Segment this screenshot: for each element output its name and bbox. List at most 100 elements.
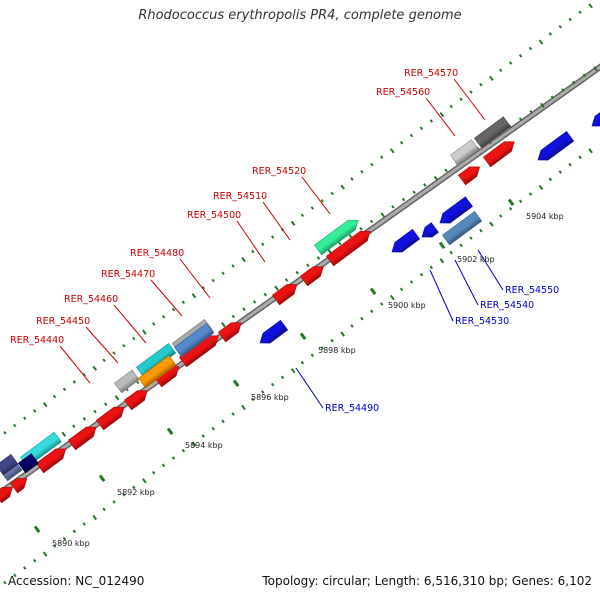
gene-box <box>450 139 479 166</box>
leader-line <box>429 269 454 322</box>
leader-line <box>85 326 119 364</box>
forward-gene-arrow <box>96 406 125 431</box>
inner-tick-mark <box>3 430 7 435</box>
outer-tick-mark <box>489 221 494 227</box>
inner-tick-mark <box>588 3 593 9</box>
outer-tick-mark <box>330 338 334 343</box>
inner-tick-mark <box>479 82 483 87</box>
inner-tick-mark <box>412 190 416 195</box>
outer-tick-mark <box>429 265 434 270</box>
gene-label: RER_54550 <box>505 285 559 296</box>
outer-tick-mark <box>13 573 17 578</box>
leader-line <box>425 97 456 137</box>
inner-tick-mark <box>72 424 76 428</box>
inner-tick-mark <box>518 117 523 121</box>
outer-tick-mark <box>558 170 562 174</box>
inner-tick-mark <box>330 191 334 196</box>
outer-tick-mark <box>132 485 136 490</box>
kbp-label: 5904 kbp <box>526 212 564 221</box>
major-tick-mark <box>33 525 41 534</box>
outer-tick-mark <box>122 492 126 497</box>
forward-gene-arrow <box>272 284 298 306</box>
outer-tick-mark <box>380 302 384 306</box>
major-tick-mark <box>438 241 446 250</box>
inner-tick-mark <box>419 126 424 131</box>
outer-tick-mark <box>538 184 544 191</box>
reverse-gene-arrow <box>391 228 421 253</box>
inner-tick-mark <box>340 184 345 190</box>
outer-tick-mark <box>23 566 27 570</box>
inner-tick-mark <box>528 46 533 51</box>
outer-tick-mark <box>508 206 513 211</box>
major-tick-mark <box>166 427 174 436</box>
gene-box <box>114 369 140 394</box>
inner-tick-mark <box>439 111 445 118</box>
gene-box <box>442 210 483 246</box>
inner-tick-mark <box>518 53 523 58</box>
outer-tick-mark <box>3 580 7 585</box>
outer-tick-mark <box>399 287 404 292</box>
outer-tick-mark <box>142 478 147 484</box>
inner-tick-mark <box>469 90 473 94</box>
inner-tick-mark <box>306 263 310 268</box>
outer-tick-mark <box>389 294 395 301</box>
inner-tick-mark <box>391 205 395 209</box>
inner-tick-mark <box>389 148 395 154</box>
outer-tick-mark <box>479 228 483 233</box>
inner-tick-mark <box>300 213 305 218</box>
inner-tick-mark <box>360 169 364 174</box>
outer-tick-mark <box>102 507 106 512</box>
gene-label: RER_54460 <box>64 294 118 305</box>
major-tick-mark <box>299 332 307 341</box>
gene-box <box>138 355 177 389</box>
leader-line <box>454 259 479 306</box>
inner-tick-mark <box>201 285 205 290</box>
outer-tick-mark <box>439 258 445 264</box>
inner-tick-mark <box>582 73 587 78</box>
inner-tick-mark <box>359 226 363 231</box>
inner-tick-mark <box>242 307 246 312</box>
inner-tick-mark <box>102 358 106 363</box>
leader-line <box>179 258 211 299</box>
inner-tick-mark <box>550 95 555 100</box>
kbp-label: 5902 kbp <box>457 255 495 264</box>
inner-tick-mark <box>290 220 296 226</box>
outer-tick-mark <box>290 368 296 374</box>
forward-gene-arrow <box>124 390 148 411</box>
inner-tick-mark <box>540 102 545 108</box>
inner-tick-mark <box>32 409 37 413</box>
gene-label: RER_54510 <box>213 191 267 202</box>
inner-tick-mark <box>142 329 147 335</box>
outer-tick-mark <box>518 199 523 204</box>
outer-tick-mark <box>449 250 453 255</box>
outer-tick-mark <box>241 404 246 411</box>
outer-tick-mark <box>171 456 176 460</box>
inner-tick-mark <box>449 104 453 109</box>
outer-tick-mark <box>370 309 374 314</box>
accession-text: Accession: NC_012490 <box>8 574 145 588</box>
inner-tick-mark <box>261 242 265 247</box>
outer-tick-mark <box>270 382 275 387</box>
outer-tick-mark <box>211 426 215 431</box>
inner-tick-mark <box>310 206 315 210</box>
inner-tick-mark <box>104 402 108 407</box>
outer-tick-mark <box>72 529 77 534</box>
reverse-gene-arrow <box>537 130 575 161</box>
inner-tick-mark <box>151 322 156 326</box>
gene-label: RER_54470 <box>101 269 155 280</box>
kbp-label: 5892 kbp <box>117 488 155 497</box>
forward-gene-arrow <box>300 266 324 287</box>
outer-tick-mark <box>261 390 265 394</box>
inner-tick-mark <box>62 387 67 392</box>
outer-tick-mark <box>300 360 305 365</box>
major-tick-mark <box>369 287 377 296</box>
inner-tick-mark <box>295 270 299 275</box>
reverse-gene-arrow <box>421 222 439 238</box>
inner-tick-mark <box>72 380 77 384</box>
inner-tick-mark <box>82 372 86 377</box>
inner-tick-mark <box>369 219 374 224</box>
inner-tick-mark <box>380 155 384 160</box>
inner-tick-mark <box>593 66 598 72</box>
inner-tick-mark <box>538 39 544 45</box>
